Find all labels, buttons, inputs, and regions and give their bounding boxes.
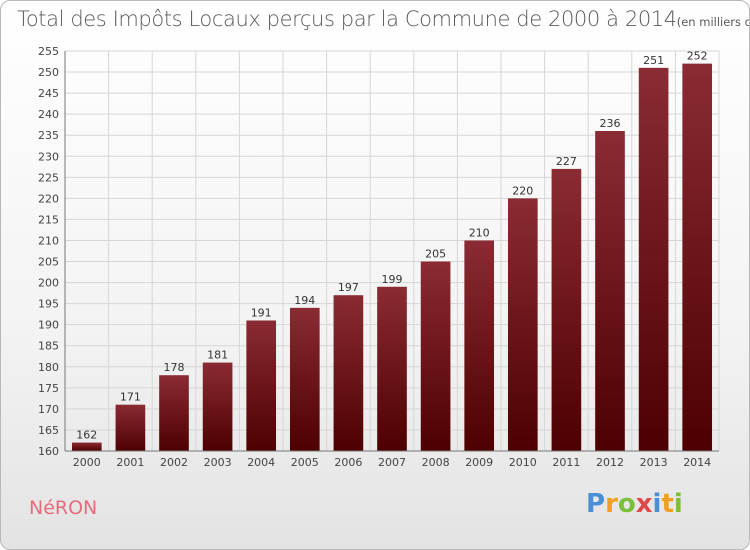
y-tick-label: 215 xyxy=(38,213,59,226)
bar-2009 xyxy=(464,240,495,451)
data-label-2007: 199 xyxy=(382,273,403,286)
bar-2008 xyxy=(420,261,451,451)
chart-title-main: Total des Impôts Locaux perçus par la Co… xyxy=(17,7,677,31)
y-tick-label: 200 xyxy=(38,277,59,290)
bar-2007 xyxy=(377,286,407,451)
y-tick-label: 220 xyxy=(38,192,59,205)
axes: 160 165 170 175 180 185 190 195 200 205 210 215 220 2… xyxy=(38,45,719,469)
x-tick-label-2004: 2004 xyxy=(247,456,275,469)
data-label-2002: 178 xyxy=(164,361,185,374)
x-tick-label-2012: 2012 xyxy=(596,456,624,469)
bar-2005 xyxy=(289,307,320,451)
data-label-2000: 162 xyxy=(76,429,97,442)
y-tick-label: 235 xyxy=(38,129,59,142)
y-tick-label: 205 xyxy=(38,256,59,269)
x-tick-label-2011: 2011 xyxy=(552,456,580,469)
bars: 162 171 178 181 191 194 197 199 205 210 220 227 236 2… xyxy=(71,50,713,452)
y-tick-label: 245 xyxy=(38,87,59,100)
y-tick-label: 170 xyxy=(38,403,59,416)
bar-2014 xyxy=(682,63,713,451)
y-tick-label: 175 xyxy=(38,382,59,395)
y-tick-label: 255 xyxy=(38,45,59,58)
commune-name: NéRON xyxy=(29,497,98,519)
data-label-2011: 227 xyxy=(556,155,577,168)
x-tick-label-2001: 2001 xyxy=(116,456,144,469)
y-tick-label: 195 xyxy=(38,298,59,311)
data-label-2004: 191 xyxy=(251,306,272,319)
proxiti-logo[interactable]: Proxiti xyxy=(586,489,683,519)
bar-2000 xyxy=(71,442,102,451)
y-tick-label: 240 xyxy=(38,108,59,121)
data-label-2003: 181 xyxy=(207,349,228,362)
y-tick-label: 185 xyxy=(38,340,59,353)
x-tick-label-2010: 2010 xyxy=(509,456,537,469)
data-label-2013: 251 xyxy=(643,54,664,67)
bar-2012 xyxy=(595,131,625,451)
x-tick-label-2000: 2000 xyxy=(73,456,101,469)
bar-2002 xyxy=(159,375,189,451)
x-tick-label-2002: 2002 xyxy=(160,456,188,469)
y-tick-label: 190 xyxy=(38,319,59,332)
data-label-2010: 220 xyxy=(512,184,533,197)
data-label-2006: 197 xyxy=(338,281,359,294)
bar-2001 xyxy=(115,404,146,451)
bar-2004 xyxy=(246,320,277,451)
x-tick-label-2014: 2014 xyxy=(683,456,711,469)
x-tick-label-2005: 2005 xyxy=(291,456,319,469)
bar-2006 xyxy=(333,295,364,451)
x-tick-label-2003: 2003 xyxy=(204,456,232,469)
data-label-2009: 210 xyxy=(469,226,490,239)
data-label-2005: 194 xyxy=(294,294,315,307)
data-label-2014: 252 xyxy=(687,50,708,63)
y-tick-label: 230 xyxy=(38,150,59,163)
x-tick-label-2006: 2006 xyxy=(334,456,362,469)
data-label-2012: 236 xyxy=(600,117,621,130)
x-tick-label-2009: 2009 xyxy=(465,456,493,469)
bar-2010 xyxy=(507,198,538,451)
x-tick-label-2008: 2008 xyxy=(422,456,450,469)
x-tick-label-2013: 2013 xyxy=(640,456,668,469)
bar-2013 xyxy=(638,67,669,451)
chart-title-unit: (en milliers d'€) xyxy=(676,15,749,29)
data-label-2008: 205 xyxy=(425,248,446,261)
data-label-2001: 171 xyxy=(120,391,141,404)
bar-2003 xyxy=(202,362,233,451)
y-tick-label: 250 xyxy=(38,66,59,79)
bar-2011 xyxy=(551,168,582,452)
x-tick-label-2007: 2007 xyxy=(378,456,406,469)
y-tick-label: 225 xyxy=(38,171,59,184)
y-tick-label: 160 xyxy=(38,445,59,458)
y-tick-label: 180 xyxy=(38,361,59,374)
y-tick-label: 210 xyxy=(38,234,59,247)
chart-title: Total des Impôts Locaux perçus par la Co… xyxy=(17,7,749,31)
y-tick-label: 165 xyxy=(38,424,59,437)
